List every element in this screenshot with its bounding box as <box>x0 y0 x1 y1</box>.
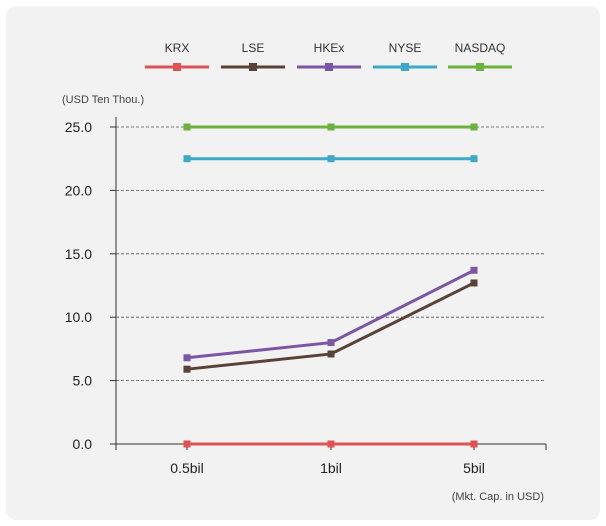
data-point <box>327 339 335 347</box>
grid-lines <box>110 126 546 445</box>
legend-marker <box>325 63 333 71</box>
series-hkex <box>183 266 478 362</box>
y-tick-labels: 0.0 5.0 10.0 15.0 20.0 25.0 <box>65 119 92 452</box>
x-tick-label: 0.5bil <box>170 460 203 476</box>
x-axis-unit-label: (Mkt. Cap. in USD) <box>452 491 544 503</box>
legend-marker <box>476 63 484 71</box>
axes <box>115 117 546 445</box>
x-tick-label: 5bil <box>463 460 485 476</box>
data-point <box>183 123 191 131</box>
data-point <box>470 266 478 274</box>
data-point <box>327 123 335 131</box>
series-lse <box>183 279 478 373</box>
legend-marker <box>249 63 257 71</box>
data-point <box>183 440 191 448</box>
series-lines <box>183 123 478 448</box>
legend-marker <box>173 63 181 71</box>
y-axis-unit-label: (USD Ten Thou.) <box>62 94 144 106</box>
y-tick-label: 10.0 <box>65 309 92 325</box>
legend-label: NYSE <box>389 41 422 55</box>
legend-label: HKEx <box>314 41 345 55</box>
data-point <box>183 365 191 373</box>
y-tick-label: 20.0 <box>65 182 92 198</box>
legend-item-krx: KRX <box>145 41 209 71</box>
series-nasdaq <box>183 123 478 131</box>
legend-label: LSE <box>242 41 265 55</box>
y-tick-label: 0.0 <box>73 436 93 452</box>
legend-item-lse: LSE <box>221 41 285 71</box>
legend-item-nasdaq: NASDAQ <box>448 41 512 71</box>
series-krx <box>183 440 478 448</box>
legend-marker <box>401 63 409 71</box>
data-point <box>327 440 335 448</box>
data-point <box>470 440 478 448</box>
legend-label: NASDAQ <box>455 41 506 55</box>
data-point <box>327 155 335 163</box>
data-point <box>470 123 478 131</box>
legend-label: KRX <box>165 41 190 55</box>
data-point <box>470 155 478 163</box>
y-tick-label: 5.0 <box>73 373 93 389</box>
series-nyse <box>183 155 478 163</box>
legend-item-hkex: HKEx <box>297 41 361 71</box>
data-point <box>183 354 191 362</box>
legend: KRX LSE HKEx NYSE NASDAQ <box>145 41 512 71</box>
data-point <box>470 279 478 287</box>
data-point <box>327 350 335 358</box>
x-tick-label: 1bil <box>320 460 342 476</box>
y-tick-label: 15.0 <box>65 246 92 262</box>
legend-item-nyse: NYSE <box>373 41 437 71</box>
y-tick-label: 25.0 <box>65 119 92 135</box>
data-point <box>183 155 191 163</box>
x-tick-labels: 0.5bil 1bil 5bil <box>115 444 547 476</box>
chart-panel <box>6 6 600 520</box>
